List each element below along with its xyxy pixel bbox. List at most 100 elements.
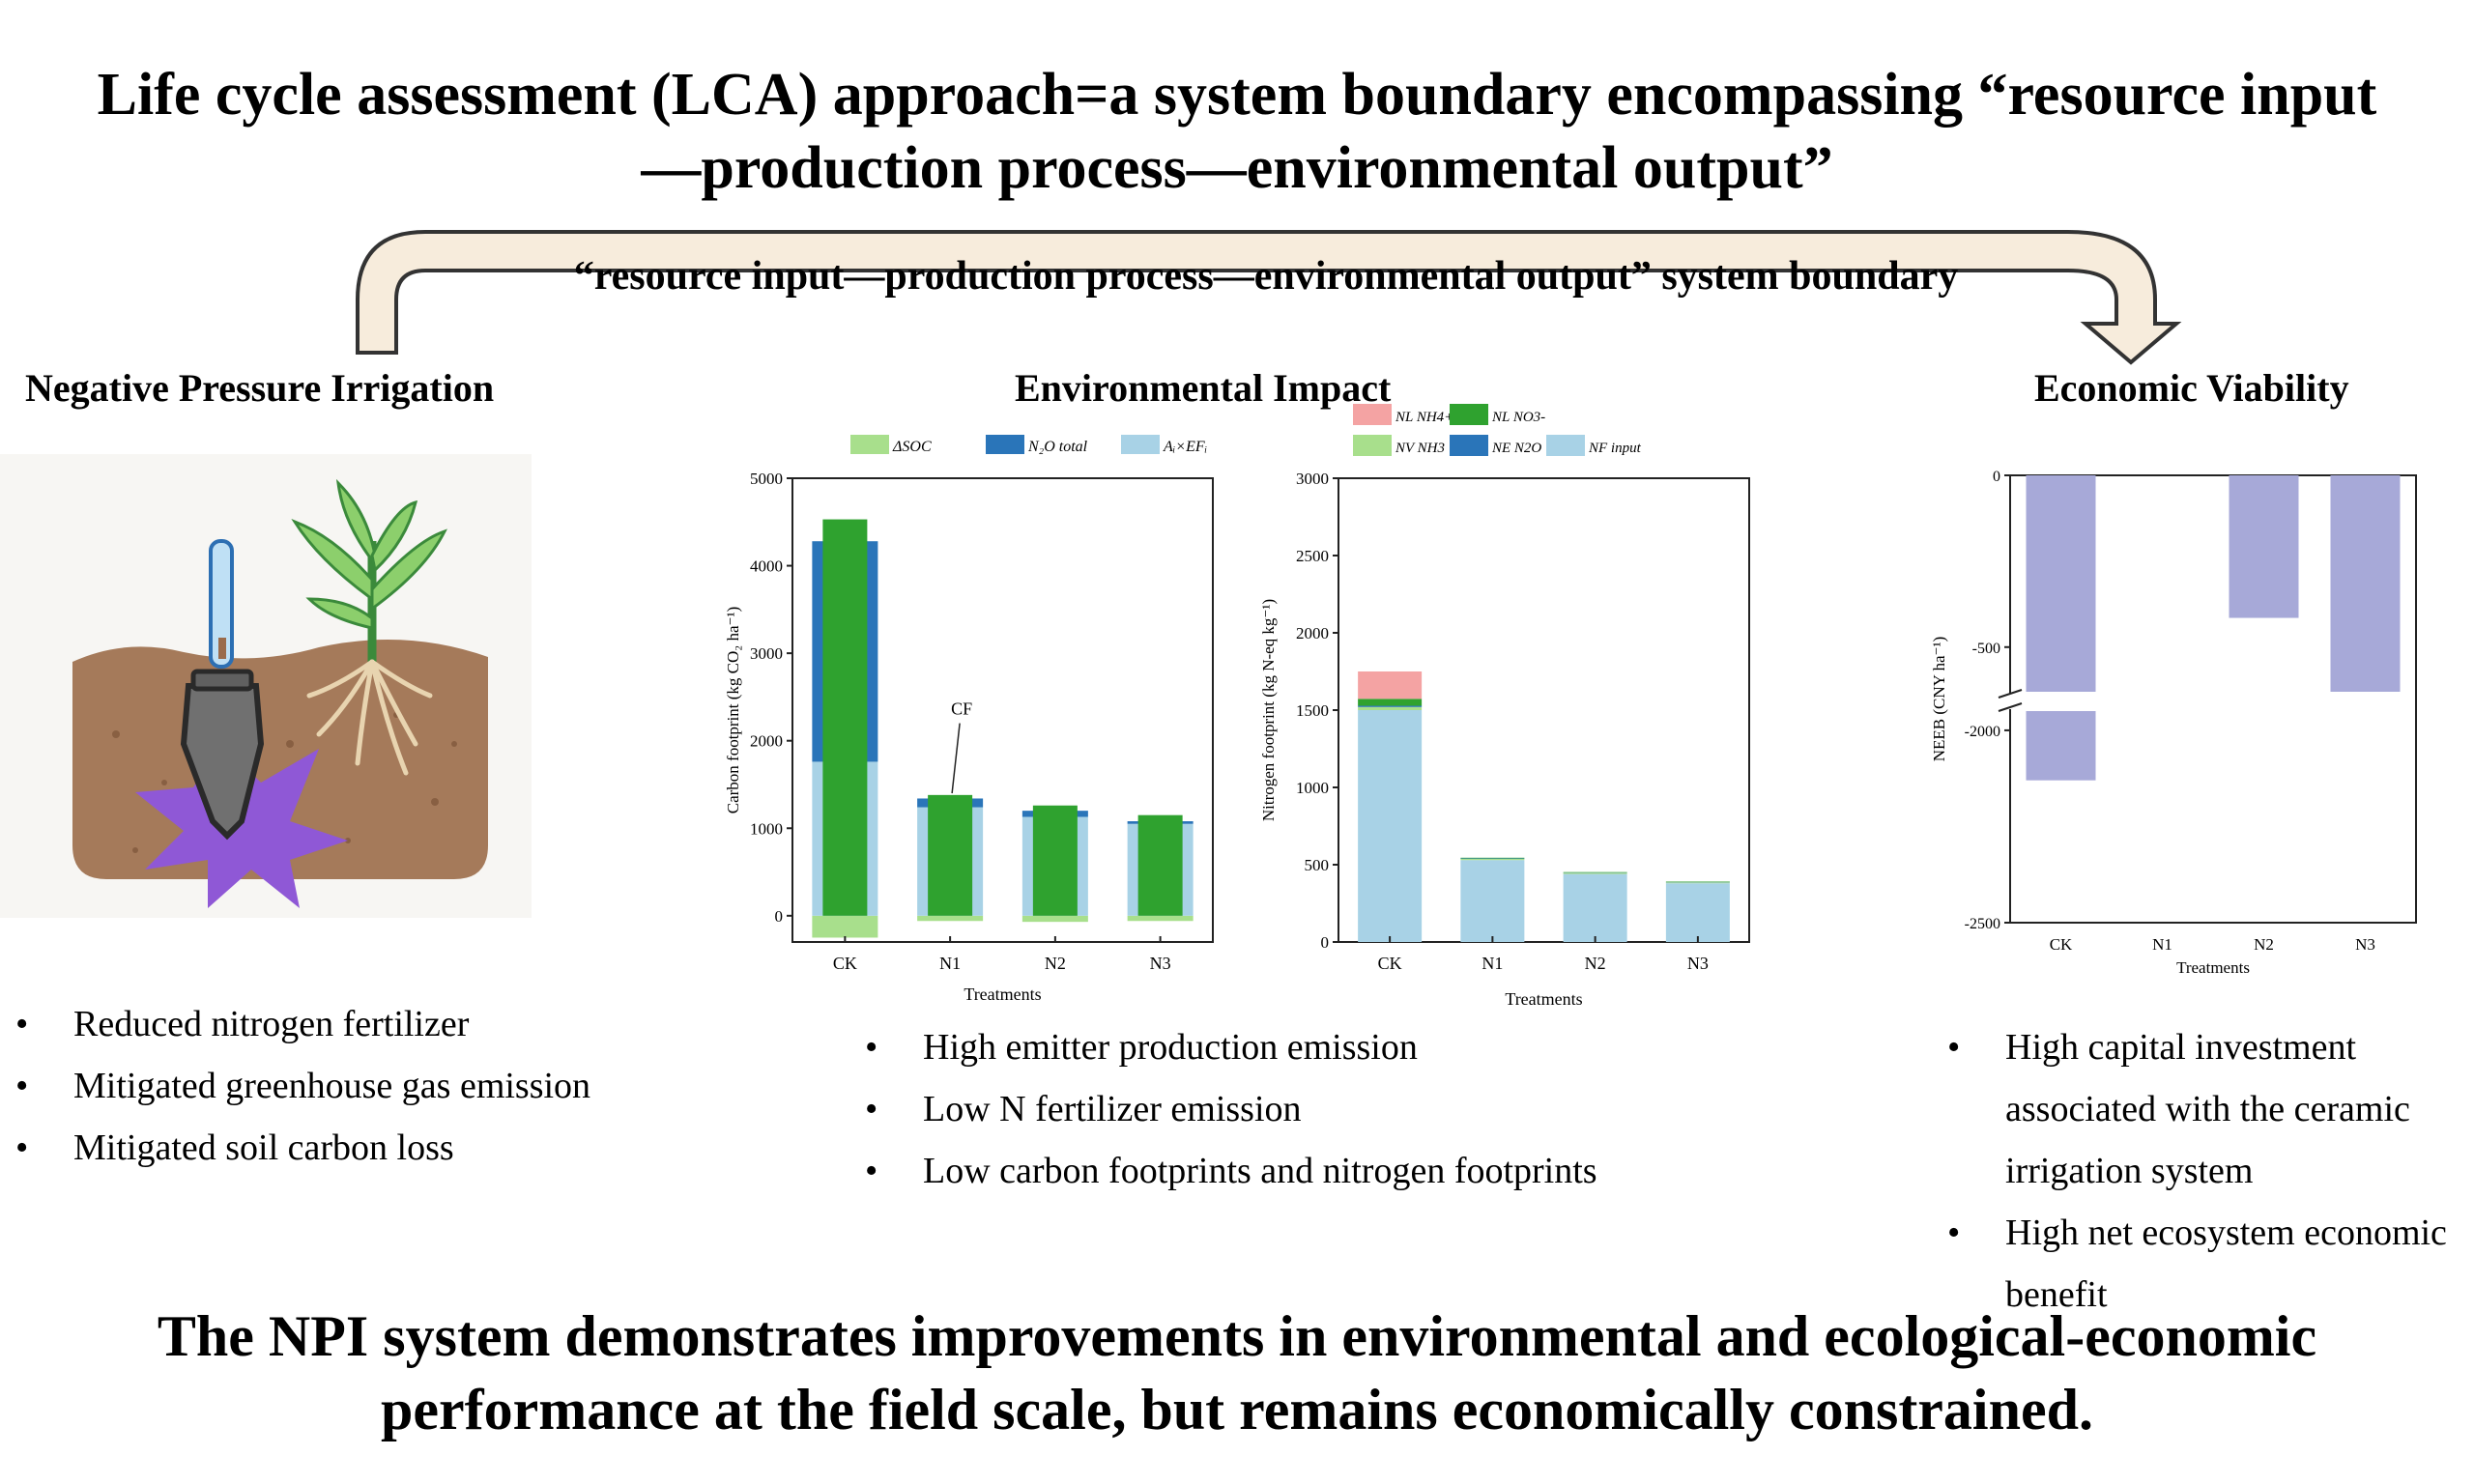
y-tick-label: -2500 bbox=[1965, 916, 2000, 932]
npi-illustration bbox=[0, 454, 532, 918]
cf-annotation: CF bbox=[951, 699, 972, 719]
list-item: Low N fertilizer emission bbox=[865, 1078, 1831, 1140]
main-title: Life cycle assessment (LCA) approach=a s… bbox=[97, 62, 2377, 201]
x-tick-label: N1 bbox=[1482, 954, 1503, 973]
neeb-bar bbox=[2330, 475, 2401, 692]
boundary-label: “resource input—production process—envir… bbox=[573, 254, 1959, 299]
system-boundary-arrow bbox=[356, 230, 2182, 365]
bar-segment bbox=[1358, 699, 1423, 706]
legend-label: NL NH4+ bbox=[1395, 410, 1453, 425]
bar-segment bbox=[1460, 857, 1525, 859]
axis-break-mark bbox=[1998, 689, 2023, 699]
legend-swatch bbox=[1546, 435, 1585, 456]
neeb-bar bbox=[2229, 475, 2299, 618]
legend-swatch bbox=[986, 435, 1024, 454]
legend-label: Aᵢ×EFᵢ bbox=[1163, 439, 1207, 455]
x-tick-label: N2 bbox=[1585, 954, 1606, 973]
bar-segment bbox=[1358, 710, 1423, 942]
list-item: Reduced nitrogen fertilizer bbox=[15, 993, 692, 1055]
y-tick-label: 1000 bbox=[1296, 779, 1329, 797]
list-item: Mitigated greenhouse gas emission bbox=[15, 1055, 692, 1117]
plot-frame bbox=[791, 477, 1214, 943]
x-tick-label: N3 bbox=[2355, 935, 2375, 954]
x-tick-label: N2 bbox=[2254, 935, 2274, 954]
list-item: Low carbon footprints and nitrogen footp… bbox=[865, 1140, 1831, 1202]
heading-environmental-impact: Environmental Impact bbox=[1015, 366, 1392, 410]
y-tick-label: 0 bbox=[1993, 469, 2000, 485]
bar-segment bbox=[1358, 705, 1423, 707]
bar-delta-soc bbox=[917, 915, 984, 922]
legend-swatch bbox=[1353, 404, 1392, 425]
bar-segment bbox=[1358, 671, 1423, 699]
maize-roots-icon bbox=[306, 659, 433, 776]
bar-segment bbox=[1665, 882, 1730, 884]
y-tick-label: 2000 bbox=[1296, 624, 1329, 642]
x-axis-label: Treatments bbox=[1505, 989, 1582, 1009]
bar-segment bbox=[1563, 872, 1627, 874]
bar-segment bbox=[1563, 873, 1627, 942]
bar-cf bbox=[928, 794, 973, 916]
x-axis-label: Treatments bbox=[964, 985, 1041, 1004]
bar-segment bbox=[1460, 858, 1525, 861]
x-tick-label: N2 bbox=[1045, 954, 1066, 973]
legend-label: NE N2O bbox=[1491, 441, 1541, 456]
purple-water-diffusion-icon bbox=[135, 744, 348, 908]
bar-delta-soc bbox=[1021, 915, 1088, 923]
carbon-footprint-chart: 0 1000 2000 3000 4000 5000 CK N1 N2 N3 CF Treatment… bbox=[724, 435, 1214, 1004]
neeb-bar-upper bbox=[2026, 475, 2096, 692]
cf-annotation-arrow bbox=[951, 723, 961, 794]
bar-segment bbox=[1460, 860, 1525, 942]
y-tick-label: 1000 bbox=[750, 819, 783, 838]
bar-segment bbox=[1358, 706, 1423, 710]
boundary-arrow-shape bbox=[356, 230, 2182, 365]
y-tick-label: 5000 bbox=[750, 470, 783, 488]
left-bullet-list: Reduced nitrogen fertilizer Mitigated gr… bbox=[15, 993, 692, 1179]
list-item: Mitigated soil carbon loss bbox=[15, 1117, 692, 1179]
ceramic-emitter-icon bbox=[180, 539, 265, 841]
neeb-bar-lower bbox=[2026, 711, 2096, 781]
nitrogen-footprint-chart: 0 500 1000 1500 2000 2500 3000 CK N1 N2 N3 Treatmen… bbox=[1259, 404, 1750, 1009]
heading-negative-pressure-irrigation: Negative Pressure Irrigation bbox=[25, 366, 495, 410]
legend-label: NF input bbox=[1588, 441, 1642, 456]
legend-swatch bbox=[850, 435, 889, 454]
y-tick-label: 1500 bbox=[1296, 701, 1329, 720]
x-tick-label: CK bbox=[2050, 935, 2073, 954]
middle-bullet-list: High emitter production emission Low N f… bbox=[865, 1016, 1831, 1202]
legend-swatch bbox=[1121, 435, 1160, 454]
legend-label: NL NO3- bbox=[1491, 410, 1545, 425]
y-axis-label: Nitrogen footprint (kg N-eq kg⁻¹) bbox=[1259, 599, 1278, 821]
neeb-chart: 0 -500 -2000 -2500 CK N1 N2 N3 Treatments NEEB (C… bbox=[1930, 469, 2417, 977]
y-tick-label: 0 bbox=[775, 907, 784, 926]
y-tick-label: 2500 bbox=[1296, 547, 1329, 565]
y-tick-label: 4000 bbox=[750, 557, 783, 576]
legend-swatch bbox=[1450, 435, 1488, 456]
axis-break-mark bbox=[1998, 702, 2023, 712]
y-tick-label: 2000 bbox=[750, 732, 783, 751]
y-tick-label: 500 bbox=[1305, 856, 1330, 874]
list-item: High net ecosystem economic benefit bbox=[1947, 1202, 2469, 1326]
heading-economic-viability: Economic Viability bbox=[2034, 366, 2349, 410]
y-tick-label: -500 bbox=[1972, 641, 2000, 657]
legend-swatch bbox=[1353, 435, 1392, 456]
y-tick-label: 0 bbox=[1321, 933, 1330, 952]
y-tick-label: 3000 bbox=[1296, 470, 1329, 488]
x-tick-label: N3 bbox=[1150, 954, 1171, 973]
legend-label: NV NH3 bbox=[1395, 441, 1445, 456]
maize-plant-icon bbox=[291, 478, 447, 662]
bar-delta-soc bbox=[812, 915, 878, 938]
x-tick-label: N1 bbox=[2152, 935, 2172, 954]
conclusion-text: The NPI system demonstrates improvements… bbox=[157, 1304, 2317, 1441]
x-tick-label: CK bbox=[1378, 954, 1402, 973]
x-axis-label: Treatments bbox=[2176, 958, 2250, 977]
list-item: High emitter production emission bbox=[865, 1016, 1831, 1078]
bar-delta-soc bbox=[1127, 915, 1194, 922]
y-tick-label: 3000 bbox=[750, 644, 783, 663]
y-axis-label: NEEB (CNY ha⁻¹) bbox=[1930, 637, 1948, 762]
y-axis-label: Carbon footprint (kg CO₂ ha⁻¹) bbox=[724, 607, 742, 814]
list-item: High capital investment associated with … bbox=[1947, 1016, 2469, 1202]
bar-cf bbox=[1137, 814, 1183, 916]
legend-swatch bbox=[1450, 404, 1488, 425]
x-tick-label: N3 bbox=[1687, 954, 1709, 973]
right-bullet-list: High capital investment associated with … bbox=[1947, 1016, 2469, 1326]
legend-label: ΔSOC bbox=[892, 439, 932, 455]
